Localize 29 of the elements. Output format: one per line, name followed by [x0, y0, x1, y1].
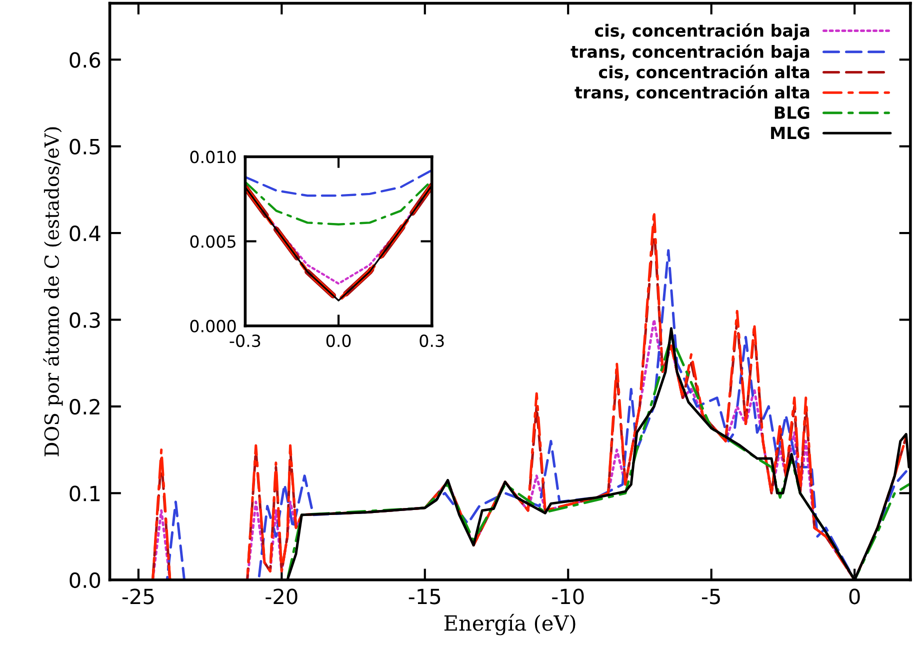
x-tick-label: 0.0: [326, 334, 351, 348]
y-tick-label: 0.000: [190, 320, 236, 332]
y-tick-label: 0.6: [70, 52, 100, 68]
x-tick-label: -0.3: [230, 334, 260, 348]
x-tick-label: -5: [702, 588, 720, 604]
y-axis-title: DOS por átomo de C (estados/eV): [43, 127, 63, 456]
legend-label: BLG: [774, 106, 810, 119]
x-tick-label: -10: [552, 588, 584, 604]
x-tick-label: -15: [408, 588, 440, 604]
line-series: [245, 179, 432, 226]
line-series: [245, 169, 432, 197]
y-tick-label: 0.010: [190, 150, 236, 164]
legend-label: cis, concentración baja: [594, 23, 810, 40]
x-axis-title: Energía (eV): [444, 614, 576, 636]
x-tick-label: 0: [849, 588, 860, 604]
legend-label: trans, concentración baja: [570, 44, 810, 62]
y-tick-label: 0.5: [70, 138, 100, 155]
x-tick-label: -20: [266, 588, 298, 604]
legend-label: trans, concentración alta: [574, 85, 810, 101]
x-tick-label: -25: [122, 588, 154, 604]
y-tick-label: 0.1: [70, 486, 100, 502]
y-tick-label: 0.0: [70, 572, 100, 588]
y-tick-label: 0.2: [70, 398, 100, 415]
legend-label: cis, concentración alta: [598, 64, 810, 80]
legend-label: MLG: [771, 126, 810, 140]
y-tick-label: 0.4: [70, 225, 100, 242]
y-tick-label: 0.005: [190, 235, 236, 248]
x-tick-label: 0.3: [420, 334, 444, 348]
y-tick-label: 0.3: [70, 312, 100, 328]
